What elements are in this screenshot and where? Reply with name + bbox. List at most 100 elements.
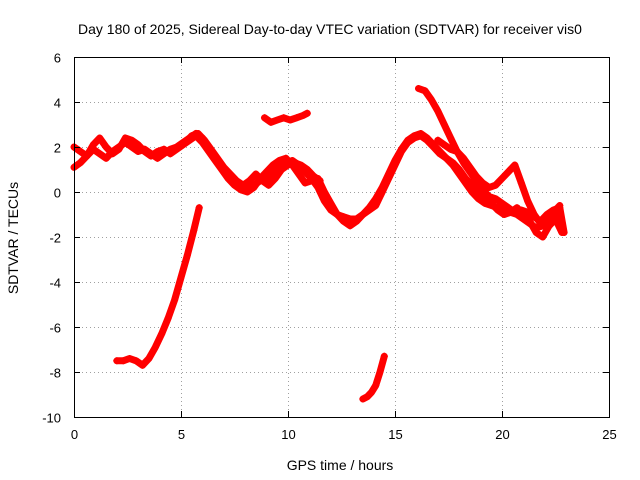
series-band (181, 130, 324, 189)
data-point (327, 199, 335, 207)
data-point (333, 211, 341, 218)
y-tick-label: -10 (42, 411, 61, 426)
y-tick-label: -2 (49, 231, 61, 246)
data-point (492, 181, 500, 189)
data-point (194, 130, 202, 137)
data-point (430, 143, 438, 151)
y-tick-label: -4 (49, 276, 61, 291)
data-point (417, 132, 425, 140)
data-point (76, 159, 84, 167)
data-point (164, 314, 172, 322)
data-point (449, 159, 457, 167)
data-point (539, 233, 547, 241)
series-band (415, 85, 568, 236)
data-point (102, 143, 110, 151)
x-tick-label: 25 (602, 427, 616, 442)
y-tick-label: 4 (54, 96, 61, 111)
y-axis-title: SDTVAR / TECUs (5, 182, 21, 294)
data-point (380, 352, 388, 360)
data-point (346, 215, 354, 223)
x-tick-label: 20 (495, 427, 509, 442)
data-point (560, 229, 568, 236)
data-point (147, 152, 155, 160)
data-point (89, 141, 97, 149)
data-point (295, 170, 303, 178)
data-point (96, 134, 104, 142)
data-point (145, 355, 153, 362)
data-point (494, 206, 502, 214)
data-point (385, 175, 393, 182)
data-point (290, 159, 298, 167)
data-point (280, 114, 288, 122)
x-axis-title: GPS time / hours (287, 457, 394, 473)
data-point (181, 139, 189, 146)
y-tick-label: -8 (49, 366, 61, 381)
grid-lines (74, 57, 609, 417)
data-point (421, 87, 429, 95)
data-point (109, 150, 117, 158)
data-point (96, 150, 104, 158)
data-point (128, 136, 136, 144)
y-tick-label: 2 (54, 141, 61, 156)
data-point (367, 388, 375, 396)
x-tick-label: 10 (281, 427, 295, 442)
data-point (415, 85, 423, 92)
data-point (273, 116, 281, 124)
data-point (153, 154, 161, 162)
data-point (128, 143, 136, 151)
data-point (126, 355, 134, 362)
axis-ticks (74, 57, 610, 418)
data-point (151, 343, 159, 351)
data-point (552, 215, 559, 223)
data-point (301, 179, 309, 187)
data-point (171, 296, 179, 304)
data-point (537, 220, 545, 227)
data-point (447, 134, 455, 142)
data-point (440, 121, 448, 128)
data-point (427, 96, 435, 104)
data-point (472, 172, 480, 180)
series-trace-f (434, 136, 564, 227)
data-point (359, 211, 367, 218)
data-point (511, 208, 519, 216)
data-point (177, 274, 185, 281)
data-point (286, 116, 294, 124)
data-point (239, 181, 247, 189)
data-point (440, 141, 448, 149)
chart-title: Day 180 of 2025, Sidereal Day-to-day VTE… (78, 21, 582, 37)
data-point (320, 188, 328, 196)
data-point (297, 161, 305, 169)
data-point (397, 148, 405, 155)
data-point (166, 150, 174, 158)
data-point (404, 139, 412, 146)
data-point (190, 226, 198, 234)
y-tick-label: 0 (54, 186, 61, 201)
data-point (517, 179, 525, 187)
data-point (173, 145, 181, 153)
data-point (220, 163, 228, 171)
data-point (530, 211, 538, 218)
data-point (275, 157, 283, 164)
series-trace-d (260, 109, 311, 126)
data-point (372, 382, 380, 389)
data-point (485, 184, 493, 191)
data-point (549, 208, 557, 216)
x-tick-label: 15 (388, 427, 402, 442)
data-point (517, 206, 525, 214)
data-point (121, 134, 129, 142)
data-point (391, 161, 399, 169)
data-point (372, 202, 380, 209)
data-point (299, 112, 307, 119)
data-point (158, 330, 166, 338)
data-point (504, 168, 512, 176)
data-point (468, 181, 476, 189)
data-point (267, 118, 275, 126)
data-point (102, 154, 110, 162)
data-point (340, 217, 348, 225)
data-point (153, 148, 161, 155)
data-point (263, 168, 271, 176)
data-point (260, 114, 268, 122)
data-point (462, 175, 470, 182)
data-point (250, 184, 258, 191)
